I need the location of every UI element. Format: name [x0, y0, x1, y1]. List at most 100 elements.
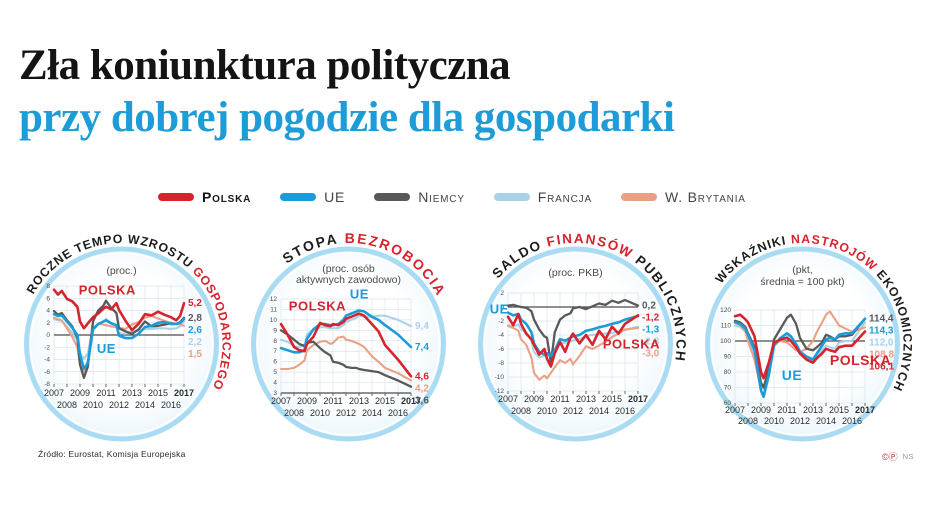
credit: ©Ⓟ NS	[882, 450, 914, 463]
x-year-label: 2016	[615, 406, 635, 416]
y-tick-label: 11	[270, 306, 277, 313]
chart-saldo-finansow-publicznych: SALDO FINANSÓW PUBLICZNYCH(proc. PKB)20-…	[478, 231, 687, 442]
x-year-label: 2008	[511, 406, 531, 416]
end-value-label: -2,8	[642, 337, 660, 348]
legend-item-ue: UE	[280, 189, 345, 205]
ue-swatch-icon	[280, 193, 317, 201]
series-label-ue: UE	[490, 301, 509, 316]
y-tick-label: -8	[498, 360, 504, 367]
niemcy-line	[279, 329, 413, 388]
end-value-label: 3,6	[415, 395, 429, 406]
x-year-label: 2013	[576, 394, 596, 404]
x-year-label: 2015	[602, 394, 622, 404]
x-year-label: 2013	[349, 396, 369, 406]
y-tick-label: 110	[721, 323, 732, 330]
chart-subtitle: aktywnych zawodowo)	[296, 274, 401, 286]
x-year-label: 2011	[323, 396, 342, 406]
y-tick-label: 5	[273, 369, 277, 376]
chart-subtitle: (proc. osób	[322, 263, 375, 275]
legend-label: W. Brytania	[664, 189, 746, 205]
x-year-label: 2009	[524, 394, 544, 404]
chart-subtitle: (proc. PKB)	[548, 267, 602, 279]
x-year-label: 2009	[751, 405, 771, 415]
x-year-label: 2007	[498, 394, 518, 404]
y-tick-label: -4	[44, 357, 50, 364]
x-year-label: 2007	[271, 396, 291, 406]
end-value-label: 106,1	[869, 362, 894, 373]
legend-item-francja: Francja	[493, 189, 592, 205]
francja-swatch-icon	[493, 193, 530, 201]
series-label-polska: POLSKA	[289, 298, 346, 313]
legend-label: Francja	[537, 189, 592, 205]
y-tick-label: 60	[724, 400, 732, 407]
polska-swatch-icon	[158, 193, 194, 201]
brytania-swatch-icon	[620, 193, 657, 201]
x-year-label: 2011	[777, 405, 796, 415]
y-tick-label: 6	[273, 359, 277, 366]
x-year-label: 2013	[803, 405, 823, 415]
legend-item-brytania: W. Brytania	[620, 189, 746, 205]
end-value-label: -1,2	[642, 313, 660, 324]
end-value-label: 9,4	[415, 321, 429, 332]
legend: Polska UE Niemcy Francja W. Brytania	[158, 189, 746, 205]
series-label-ue: UE	[350, 286, 369, 301]
y-tick-label: 4	[273, 380, 277, 387]
brytania-line	[506, 324, 640, 381]
y-tick-label: -2	[44, 344, 50, 351]
y-tick-label: 8	[46, 283, 50, 290]
headline-line2: przy dobrej pogodzie dla gospodarki	[19, 94, 675, 142]
legend-label: Niemcy	[418, 189, 465, 205]
series-label-ue: UE	[782, 367, 802, 383]
headline: Zła koniunktura polityczna przy dobrej p…	[19, 40, 675, 145]
polska-line	[733, 313, 867, 380]
end-value-label: 2,2	[188, 337, 202, 348]
x-year-label: 2010	[764, 416, 784, 426]
y-tick-label: 8	[273, 338, 277, 345]
y-tick-label: 120	[720, 307, 731, 314]
x-year-label: 2007	[44, 388, 64, 398]
end-value-label: -3,0	[642, 349, 660, 360]
y-tick-label: -2	[498, 318, 504, 325]
ue-line	[733, 317, 867, 399]
x-year-label: 2017	[401, 396, 421, 406]
end-value-label: 7,4	[415, 342, 429, 353]
x-year-label: 2016	[161, 400, 181, 410]
x-year-label: 2007	[725, 405, 745, 415]
x-year-label: 2014	[589, 406, 609, 416]
series-label-polska: POLSKA	[79, 283, 136, 298]
x-year-label: 2017	[628, 394, 648, 404]
y-tick-label: 3	[273, 390, 277, 397]
bubble-ring	[251, 246, 446, 442]
x-year-label: 2015	[375, 396, 395, 406]
series-label-polska: POLSKA	[830, 352, 891, 368]
end-value-label: 2,6	[188, 325, 202, 336]
y-tick-label: 2	[46, 320, 50, 327]
y-tick-label: 2	[500, 290, 504, 297]
x-year-label: 2008	[738, 416, 758, 426]
y-tick-label: 70	[724, 385, 732, 392]
y-tick-label: -6	[498, 346, 504, 353]
y-tick-label: 12	[270, 296, 278, 303]
chart-subtitle: (proc.)	[106, 265, 136, 277]
license-icons: ©Ⓟ	[882, 452, 898, 462]
x-year-label: 2011	[96, 388, 115, 398]
y-tick-label: 0	[500, 304, 504, 311]
x-year-label: 2012	[109, 400, 129, 410]
x-year-label: 2008	[284, 408, 304, 418]
x-year-label: 2015	[829, 405, 849, 415]
legend-item-niemcy: Niemcy	[374, 189, 465, 205]
chart-wskazniki-nastrojow-ekonomicznych: WSKAŹNIKI NASTROJÓW EKONOMICZNYCH(pkt,śr…	[705, 232, 914, 442]
x-year-label: 2009	[297, 396, 317, 406]
x-year-label: 2013	[122, 388, 142, 398]
y-tick-label: -8	[44, 381, 50, 388]
charts-row: ROCZNE TEMPO WZROSTU GOSPODARCZEGO (proc.…	[8, 226, 916, 466]
x-year-label: 2008	[57, 400, 77, 410]
legend-label: UE	[324, 189, 346, 205]
end-value-label: 0,2	[642, 301, 656, 312]
brytania-line	[52, 314, 186, 373]
y-tick-label: 4	[46, 308, 50, 315]
end-value-label: 4,6	[415, 371, 429, 382]
chart-roczne-tempo-wzrostu-gospodarczego: ROCZNE TEMPO WZROSTU GOSPODARCZEGO(proc.…	[24, 232, 233, 442]
credit-initials: NS	[902, 452, 915, 461]
niemcy-line	[506, 298, 640, 365]
